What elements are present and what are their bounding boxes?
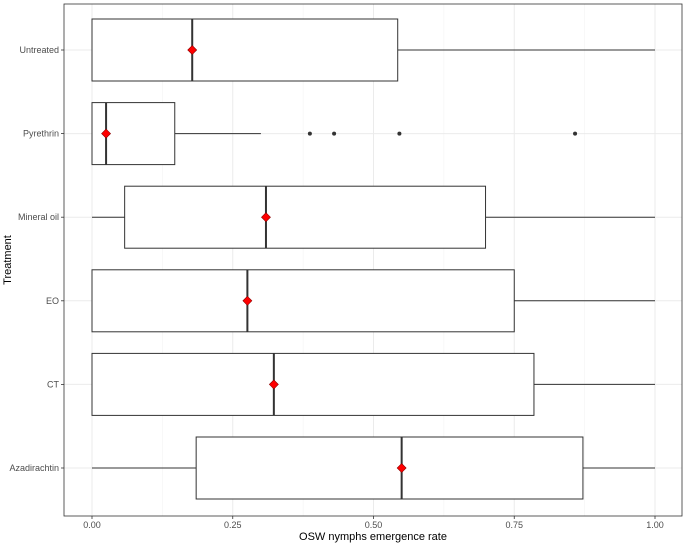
box-eo [91, 269, 655, 333]
x-tick-label: 0.00 [83, 520, 101, 530]
axis-ticks: Untreated Pyrethrin Mineral oil EO CT Azadira… [9, 45, 663, 530]
outlier-point [397, 131, 402, 136]
y-tick-label: CT [47, 379, 59, 389]
mean-marker [396, 463, 407, 473]
box-azadirachtin [92, 436, 655, 500]
boxes [91, 18, 655, 500]
box-rect [91, 352, 535, 416]
mean-marker [242, 295, 253, 306]
x-axis-title: OSW nymphs emergence rate [299, 531, 447, 543]
box-rect [195, 436, 584, 500]
outlier-point [573, 131, 578, 136]
y-tick-label: Pyrethrin [23, 129, 59, 139]
mean-marker [187, 45, 198, 55]
panel-border [63, 3, 683, 517]
box-rect [91, 18, 399, 82]
box-untreated [91, 18, 655, 82]
y-tick-label: Mineral oil [18, 212, 59, 222]
x-tick-label: 0.25 [224, 520, 242, 530]
y-axis-title: Treatment [2, 235, 14, 285]
x-tick-label: 0.50 [365, 520, 383, 530]
x-tick-label: 1.00 [646, 520, 664, 530]
box-mineral-oil [92, 185, 655, 249]
mean-marker [101, 128, 111, 139]
box-pyrethrin [91, 102, 578, 166]
outlier-point [332, 131, 337, 136]
box-rect [91, 269, 515, 333]
mean-marker [268, 379, 279, 390]
mean-marker [261, 212, 271, 223]
box-rect [124, 185, 487, 249]
x-tick-label: 0.75 [505, 520, 523, 530]
y-tick-label: Azadirachtin [9, 463, 59, 473]
box-ct [91, 352, 655, 416]
y-tick-label: Untreated [19, 45, 59, 55]
outlier-point [307, 131, 312, 136]
y-tick-label: EO [46, 296, 59, 306]
